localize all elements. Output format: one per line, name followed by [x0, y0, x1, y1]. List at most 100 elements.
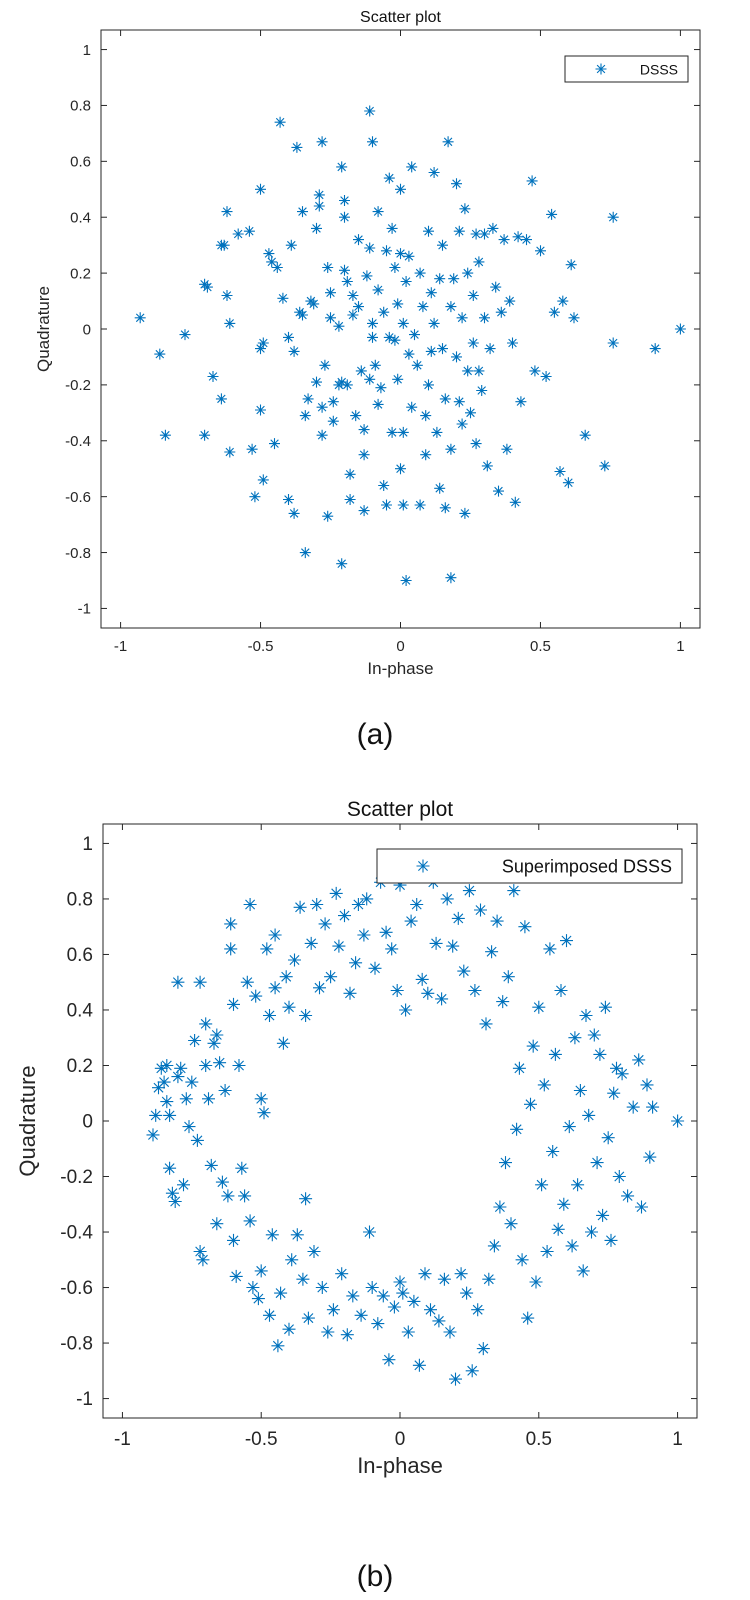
data-point: [557, 295, 569, 307]
data-point: [462, 267, 474, 279]
data-point: [199, 429, 211, 441]
data-point: [411, 359, 423, 371]
data-point: [403, 348, 415, 360]
data-point: [282, 1322, 296, 1336]
data-point: [326, 1303, 340, 1317]
data-point: [285, 1253, 299, 1267]
data-point: [221, 290, 233, 301]
data-point: [254, 1264, 268, 1278]
data-point: [365, 1281, 379, 1294]
data-point: [437, 239, 448, 251]
data-point: [243, 898, 257, 911]
y-tick-label: 1: [83, 42, 91, 59]
data-point: [529, 365, 541, 377]
data-point: [389, 262, 401, 273]
data-point: [442, 136, 454, 148]
legend-marker: [416, 859, 430, 873]
data-point: [363, 1225, 376, 1239]
data-point: [420, 449, 432, 461]
data-point: [297, 309, 308, 321]
x-tick-label: -1: [114, 638, 127, 655]
data-point: [437, 343, 448, 355]
data-point: [443, 1325, 457, 1339]
data-point: [393, 878, 407, 892]
data-point: [369, 359, 381, 371]
data-point: [327, 415, 339, 427]
data-point: [507, 337, 518, 349]
data-point: [526, 1039, 540, 1053]
y-tick-label: 0.4: [67, 1001, 94, 1022]
data-point: [649, 343, 661, 355]
data-point: [493, 1200, 507, 1214]
data-point: [576, 1264, 590, 1278]
data-point: [446, 939, 460, 953]
data-point: [378, 480, 390, 491]
data-point: [149, 1108, 163, 1122]
data-point: [301, 1311, 315, 1325]
data-point: [168, 1195, 182, 1208]
data-point: [199, 278, 211, 290]
x-axis-label: In-phase: [367, 659, 433, 678]
data-point: [487, 222, 499, 234]
data-point: [425, 345, 437, 357]
data-point: [501, 970, 515, 984]
y-tick-label: 0.6: [67, 945, 93, 966]
x-tick-label: 1: [676, 638, 684, 655]
data-point: [543, 942, 557, 956]
data-point: [379, 925, 393, 939]
data-point: [470, 228, 482, 240]
data-point: [224, 446, 236, 458]
data-point: [515, 396, 527, 408]
data-point: [476, 1342, 490, 1356]
data-point: [565, 259, 577, 271]
data-point: [165, 1186, 179, 1200]
data-point: [590, 1156, 604, 1170]
data-point: [255, 343, 266, 355]
data-point: [406, 401, 418, 413]
data-point: [445, 301, 457, 313]
y-tick-label: -0.8: [60, 1334, 93, 1355]
data-point: [343, 986, 357, 1000]
data-point: [521, 234, 532, 246]
data-point: [632, 1053, 646, 1067]
y-tick-label: 0: [83, 321, 91, 338]
data-point: [196, 1253, 210, 1267]
data-point: [467, 337, 479, 349]
data-point: [296, 1272, 310, 1286]
data-point: [412, 1358, 426, 1372]
data-point: [218, 1084, 232, 1097]
data-point: [336, 558, 348, 570]
data-point: [471, 1303, 485, 1317]
data-point: [399, 1003, 413, 1017]
data-point: [521, 1311, 535, 1325]
chart-title: Scatter plot: [347, 798, 453, 821]
data-point: [404, 914, 418, 928]
data-point: [291, 141, 303, 153]
data-point: [410, 898, 424, 911]
data-point: [604, 1233, 618, 1247]
data-point: [354, 1308, 368, 1322]
data-point: [587, 1028, 601, 1042]
data-point: [299, 410, 311, 422]
data-point: [227, 1233, 240, 1247]
caption-b: (b): [356, 1560, 394, 1593]
data-point: [204, 1158, 218, 1172]
data-point: [351, 898, 365, 911]
data-point: [276, 1036, 290, 1050]
data-point: [396, 1286, 410, 1300]
data-point: [215, 1175, 229, 1189]
chart-title: Scatter plot: [360, 9, 441, 26]
data-point: [386, 222, 398, 234]
data-point: [551, 1222, 565, 1236]
y-tick-label: 1: [82, 834, 93, 855]
data-point: [146, 1128, 160, 1142]
data-point: [368, 961, 382, 975]
data-point: [347, 290, 359, 301]
data-point: [318, 917, 332, 931]
data-point: [154, 1061, 168, 1075]
data-point: [188, 1034, 202, 1047]
data-point: [332, 939, 346, 953]
data-point: [448, 273, 460, 285]
data-point: [612, 1170, 626, 1183]
data-point: [393, 1275, 407, 1289]
